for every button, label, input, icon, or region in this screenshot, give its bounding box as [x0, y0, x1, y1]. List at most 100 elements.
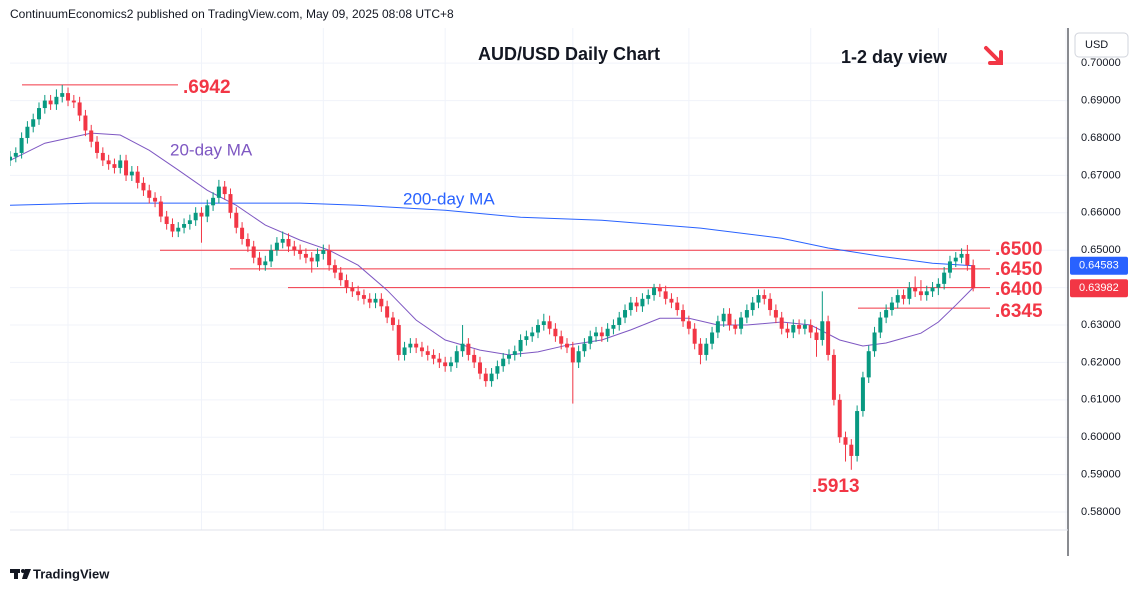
- candle-body: [518, 339, 523, 352]
- price-tag: [1070, 256, 1128, 275]
- candle-body: [524, 336, 529, 340]
- candle-body: [257, 257, 262, 266]
- candle-body: [385, 306, 390, 318]
- candle-body: [477, 362, 482, 374]
- candle-body: [959, 253, 964, 258]
- candle-body: [884, 310, 889, 318]
- candle-body: [112, 164, 117, 168]
- candle-body: [135, 171, 140, 183]
- candle-body: [669, 298, 674, 303]
- candle-body: [570, 347, 575, 363]
- y-tick-label: 0.63000: [1081, 319, 1121, 331]
- candle-body: [419, 347, 424, 352]
- y-tick-label: 0.59000: [1081, 469, 1121, 481]
- y-tick-label: 0.67000: [1081, 169, 1121, 181]
- candle-body: [646, 295, 651, 299]
- candle-body: [158, 201, 163, 217]
- candle-body: [953, 257, 958, 262]
- y-tick-label: 0.61000: [1081, 394, 1121, 406]
- candle-body: [924, 291, 929, 296]
- candle-body: [791, 325, 796, 333]
- candle-body: [327, 250, 332, 266]
- candle-body: [768, 298, 773, 311]
- candle-body: [588, 336, 593, 344]
- candle-body: [164, 216, 169, 225]
- level-label: .6345: [995, 301, 1043, 322]
- candle-body: [124, 160, 129, 176]
- candle-body: [350, 287, 355, 292]
- candle-body: [530, 332, 535, 337]
- candle-body: [594, 332, 599, 337]
- candle-body: [872, 332, 877, 352]
- candle-body: [878, 317, 883, 333]
- candle-body: [715, 321, 720, 333]
- candle-body: [274, 242, 279, 251]
- candle-body: [855, 411, 860, 456]
- price-tag: [1070, 279, 1128, 298]
- price-tag-label: 0.64583: [1079, 260, 1119, 272]
- candle-body: [211, 197, 216, 206]
- candle-body: [245, 238, 250, 247]
- candle-body: [89, 130, 94, 142]
- candle-body: [10, 156, 12, 161]
- candle-body: [802, 325, 807, 329]
- y-tick-label: 0.62000: [1081, 356, 1121, 368]
- candle-body: [390, 317, 395, 326]
- candle-body: [779, 317, 784, 329]
- candle-body: [298, 250, 303, 254]
- candle-body: [506, 354, 511, 359]
- candle-body: [907, 287, 912, 299]
- candle-body: [553, 328, 558, 337]
- candle-body: [37, 108, 42, 120]
- candle-body: [681, 310, 686, 322]
- footer: TradingView: [33, 566, 110, 581]
- candle-body: [698, 343, 703, 355]
- candle-body: [216, 186, 221, 198]
- candle-body: [501, 358, 506, 367]
- candle-body: [460, 343, 465, 352]
- candle-body: [176, 227, 181, 232]
- candle-body: [536, 325, 540, 333]
- candle-body: [495, 366, 500, 374]
- candle-body: [634, 302, 639, 307]
- candle-body: [559, 336, 564, 344]
- candle-body: [849, 444, 854, 456]
- candle-body: [918, 291, 923, 296]
- candle-body: [640, 298, 645, 307]
- candle-body: [147, 190, 152, 198]
- level-label: .6942: [183, 77, 231, 98]
- candle-body: [356, 291, 361, 296]
- candle-body: [187, 220, 192, 225]
- candle-body: [466, 343, 471, 355]
- candle-body: [54, 96, 59, 105]
- candle-body: [913, 287, 918, 292]
- candle-body: [437, 358, 442, 363]
- ma-line: [10, 202, 974, 267]
- currency-box[interactable]: [1074, 32, 1129, 58]
- candle-body: [483, 373, 488, 382]
- candle-body: [280, 238, 285, 243]
- candle-body: [756, 295, 761, 303]
- candle-body: [286, 238, 291, 247]
- candle-body: [402, 347, 407, 355]
- level-label: .6500: [995, 239, 1043, 260]
- candle-body: [48, 100, 53, 105]
- candle-body: [309, 257, 314, 262]
- y-tick-label: 0.68000: [1081, 132, 1121, 144]
- candle-body: [414, 343, 419, 348]
- subtitle: 1-2 day view: [841, 47, 948, 67]
- candle-body: [820, 321, 825, 340]
- y-tick-label: 0.65000: [1081, 244, 1121, 256]
- candle-body: [605, 328, 610, 337]
- candle-body: [675, 302, 680, 311]
- candle-body: [448, 362, 453, 367]
- down-arrow: [984, 46, 1003, 65]
- candle-body: [744, 310, 749, 318]
- candle-body: [971, 265, 976, 289]
- level-label: .6400: [995, 279, 1043, 300]
- y-tick-label: 0.66000: [1081, 207, 1121, 219]
- candle-body: [182, 224, 187, 228]
- candle-body: [901, 295, 906, 299]
- candle-body: [843, 437, 848, 445]
- candle-body: [686, 321, 691, 329]
